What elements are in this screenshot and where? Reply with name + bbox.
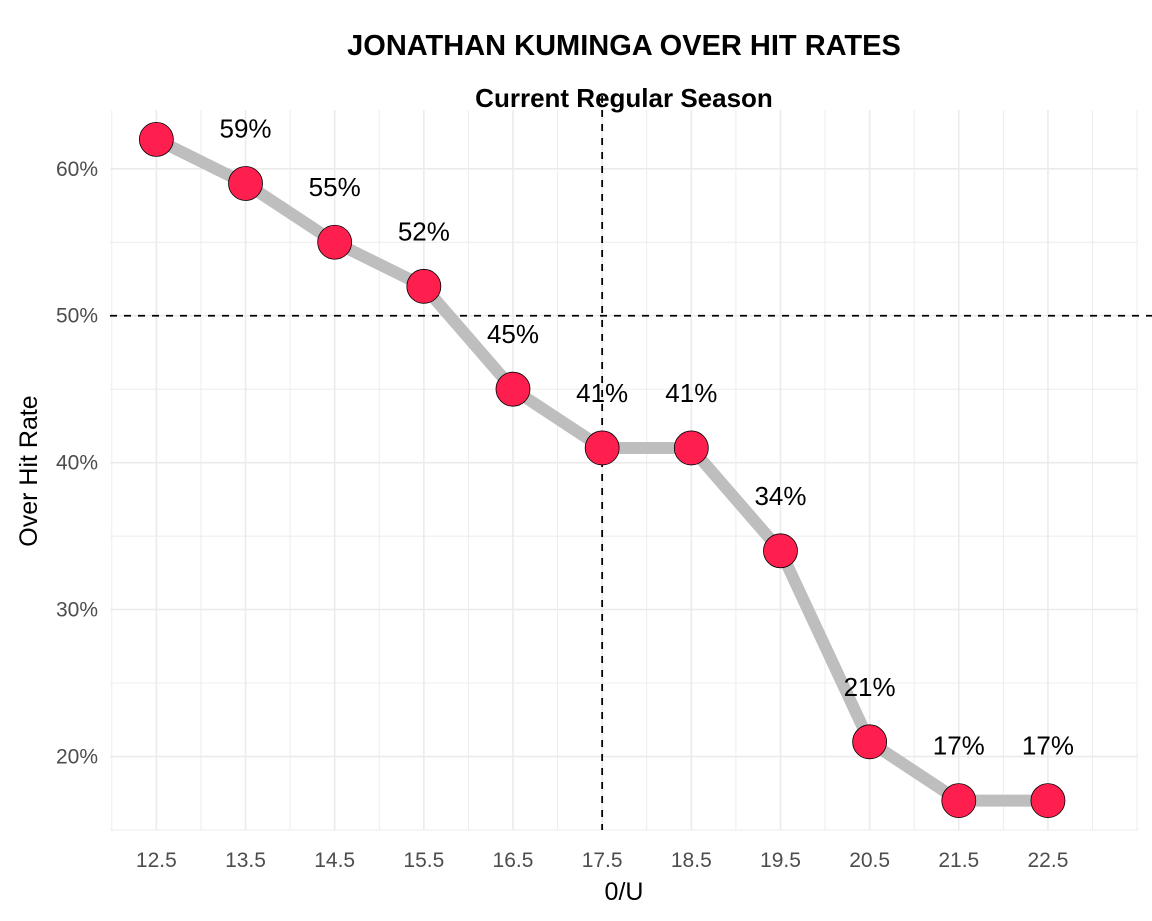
x-tick-label: 22.5 (1028, 849, 1069, 872)
data-label: 34% (754, 481, 806, 511)
grid (110, 110, 1138, 831)
data-point (763, 533, 798, 569)
data-point (673, 430, 709, 466)
y-axis-title: Over Hit Rate (15, 395, 43, 546)
x-tick-label: 20.5 (849, 849, 890, 872)
data-labels: 59% 55% 52% 45% 41% 41% 34% 21% 17% 17% (219, 113, 1073, 760)
x-tick-label: 12.5 (136, 849, 177, 872)
chart-subtitle: Current Regular Season (475, 83, 773, 113)
x-tick-label: 13.5 (225, 849, 266, 872)
data-point (852, 724, 888, 760)
data-point (138, 121, 174, 157)
x-tick-label: 17.5 (582, 849, 623, 872)
x-tick-label: 15.5 (403, 849, 444, 872)
data-label: 55% (309, 172, 361, 202)
data-label: 52% (398, 216, 450, 246)
y-tick-label: 40% (56, 452, 98, 475)
y-tick-label: 60% (56, 158, 98, 181)
y-axis-ticks: 20% 30% 40% 50% 60% (56, 158, 98, 769)
data-label: 21% (844, 672, 896, 702)
x-tick-label: 16.5 (493, 849, 534, 872)
data-label: 17% (933, 731, 985, 761)
x-tick-label: 19.5 (760, 849, 801, 872)
x-tick-label: 14.5 (314, 849, 355, 872)
x-tick-label: 18.5 (671, 849, 712, 872)
chart-title: JONATHAN KUMINGA OVER HIT RATES (347, 30, 901, 62)
data-label: 45% (487, 319, 539, 349)
data-label: 17% (1022, 731, 1074, 761)
data-point (584, 430, 620, 466)
data-point (317, 224, 353, 260)
y-tick-label: 20% (56, 746, 98, 769)
data-label: 41% (665, 378, 717, 408)
x-tick-label: 21.5 (938, 849, 979, 872)
data-label: 41% (576, 378, 628, 408)
x-axis-title: 0/U (605, 878, 644, 906)
data-point (941, 783, 977, 819)
y-tick-label: 30% (56, 599, 98, 622)
data-label: 59% (219, 113, 271, 143)
data-point (406, 268, 442, 304)
data-point (495, 371, 531, 407)
data-point (228, 166, 263, 201)
y-tick-label: 50% (56, 305, 98, 328)
x-axis-ticks: 12.5 13.5 14.5 15.5 16.5 17.5 18.5 19.5 20.5 21.5… (136, 849, 1068, 872)
series (138, 121, 1066, 819)
data-point (1030, 783, 1066, 819)
